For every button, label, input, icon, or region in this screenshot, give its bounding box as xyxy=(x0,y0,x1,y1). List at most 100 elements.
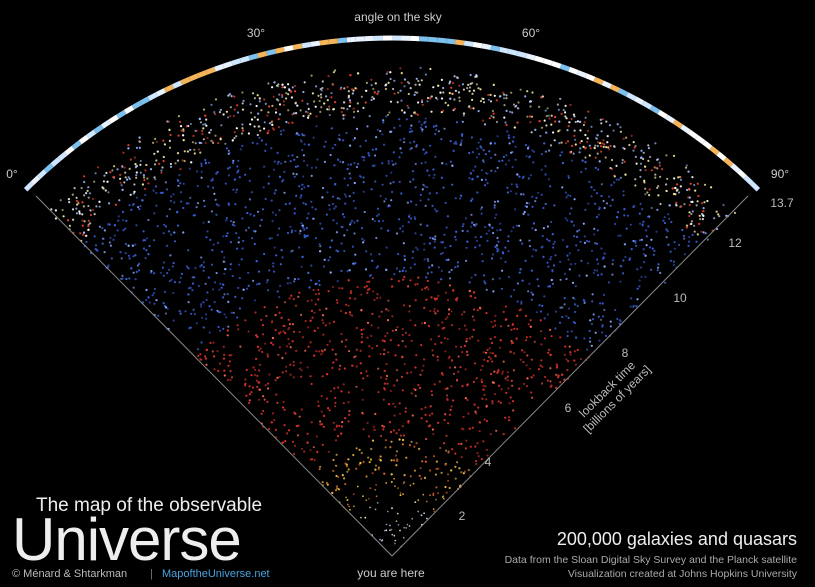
galaxy-dot xyxy=(307,114,310,117)
galaxy-dot xyxy=(446,338,449,341)
galaxy-dot xyxy=(389,339,392,342)
galaxy-dot xyxy=(323,102,326,105)
galaxy-dot xyxy=(220,124,223,127)
galaxy-dot xyxy=(609,320,612,323)
galaxy-dot xyxy=(600,150,603,153)
website-link[interactable]: MapoftheUniverse.net xyxy=(162,568,270,580)
galaxy-dot xyxy=(366,421,369,425)
galaxy-dot xyxy=(85,192,88,195)
galaxy-dot xyxy=(360,293,363,296)
galaxy-dot xyxy=(546,225,550,228)
galaxy-dot xyxy=(75,199,78,202)
galaxy-dot xyxy=(546,379,549,382)
galaxy-dot xyxy=(642,252,645,256)
galaxy-dot xyxy=(154,178,157,181)
galaxy-dot xyxy=(454,235,457,238)
galaxy-dot xyxy=(314,237,317,240)
galaxy-dot xyxy=(381,183,384,186)
galaxy-dot xyxy=(666,230,669,233)
galaxy-dot xyxy=(81,224,84,227)
galaxy-dot xyxy=(650,268,653,271)
galaxy-dot xyxy=(465,350,469,353)
galaxy-dot xyxy=(278,311,281,314)
galaxy-dot xyxy=(300,369,303,372)
galaxy-dot xyxy=(435,124,438,127)
galaxy-dot xyxy=(135,146,138,149)
galaxy-dot xyxy=(526,354,529,357)
galaxy-dot xyxy=(248,399,251,402)
galaxy-dot xyxy=(189,326,192,329)
galaxy-dot xyxy=(347,391,350,394)
galaxy-dot xyxy=(299,229,302,232)
cmb-segment xyxy=(239,55,250,64)
galaxy-dot xyxy=(430,271,433,274)
galaxy-dot xyxy=(491,226,494,229)
galaxy-dot xyxy=(392,163,395,166)
galaxy-dot xyxy=(128,167,131,170)
galaxy-dot xyxy=(247,226,250,229)
galaxy-dot xyxy=(424,204,427,207)
galaxy-dot xyxy=(544,109,547,112)
galaxy-dot xyxy=(596,152,599,155)
galaxy-dot xyxy=(471,221,474,224)
galaxy-dot xyxy=(264,102,267,105)
galaxy-dot xyxy=(417,499,420,501)
galaxy-dot xyxy=(236,316,239,319)
galaxy-dot xyxy=(214,98,218,101)
galaxy-dot xyxy=(555,366,559,369)
galaxy-dot xyxy=(153,287,157,290)
galaxy-dot xyxy=(171,265,174,268)
galaxy-dot xyxy=(420,477,423,480)
galaxy-dot xyxy=(446,316,449,319)
galaxy-dot xyxy=(502,252,505,255)
galaxy-dot xyxy=(381,539,383,542)
lookback-tick: 6 xyxy=(565,401,572,415)
galaxy-dot xyxy=(130,208,133,211)
galaxy-dot xyxy=(75,207,78,210)
galaxy-dot xyxy=(477,110,480,113)
galaxy-dot xyxy=(688,203,691,207)
galaxy-dot xyxy=(315,85,318,88)
galaxy-dot xyxy=(337,137,340,140)
galaxy-dot xyxy=(257,112,260,115)
galaxy-dot xyxy=(213,368,216,371)
galaxy-dot xyxy=(481,119,484,122)
galaxy-dot xyxy=(544,202,547,206)
galaxy-dot xyxy=(352,107,355,110)
galaxy-dot xyxy=(460,471,463,474)
galaxy-dot xyxy=(236,247,239,250)
galaxy-dot xyxy=(380,434,383,438)
cmb-segment xyxy=(50,157,61,167)
galaxy-dot xyxy=(654,166,658,169)
cmb-segment xyxy=(172,80,183,89)
galaxy-dot xyxy=(204,141,207,144)
galaxy-dot xyxy=(273,246,276,249)
galaxy-dot xyxy=(399,492,402,494)
cmb-segment xyxy=(108,114,119,124)
galaxy-dot xyxy=(283,191,286,194)
galaxy-dot xyxy=(493,200,497,203)
galaxy-dot xyxy=(509,396,512,399)
galaxy-dot xyxy=(306,217,309,220)
galaxy-dot xyxy=(600,194,603,198)
galaxy-dot xyxy=(455,230,458,233)
galaxy-dot xyxy=(303,186,306,189)
galaxy-dot xyxy=(314,303,317,306)
galaxy-dot xyxy=(242,288,245,291)
galaxy-dot xyxy=(351,314,354,317)
galaxy-dot xyxy=(371,164,374,167)
galaxy-dot xyxy=(109,171,112,174)
galaxy-dot xyxy=(585,274,588,277)
galaxy-dot xyxy=(256,283,259,286)
galaxy-dot xyxy=(421,103,424,106)
galaxy-dot xyxy=(121,277,124,280)
galaxy-dot xyxy=(690,212,693,215)
galaxy-dot xyxy=(83,194,86,197)
galaxy-dot xyxy=(436,309,439,313)
galaxy-dot xyxy=(179,276,182,279)
galaxy-dot xyxy=(390,130,393,133)
galaxy-dot xyxy=(367,152,370,155)
galaxy-dot xyxy=(528,156,531,159)
galaxy-dot xyxy=(187,249,190,252)
lookback-tick: 2 xyxy=(459,509,466,523)
